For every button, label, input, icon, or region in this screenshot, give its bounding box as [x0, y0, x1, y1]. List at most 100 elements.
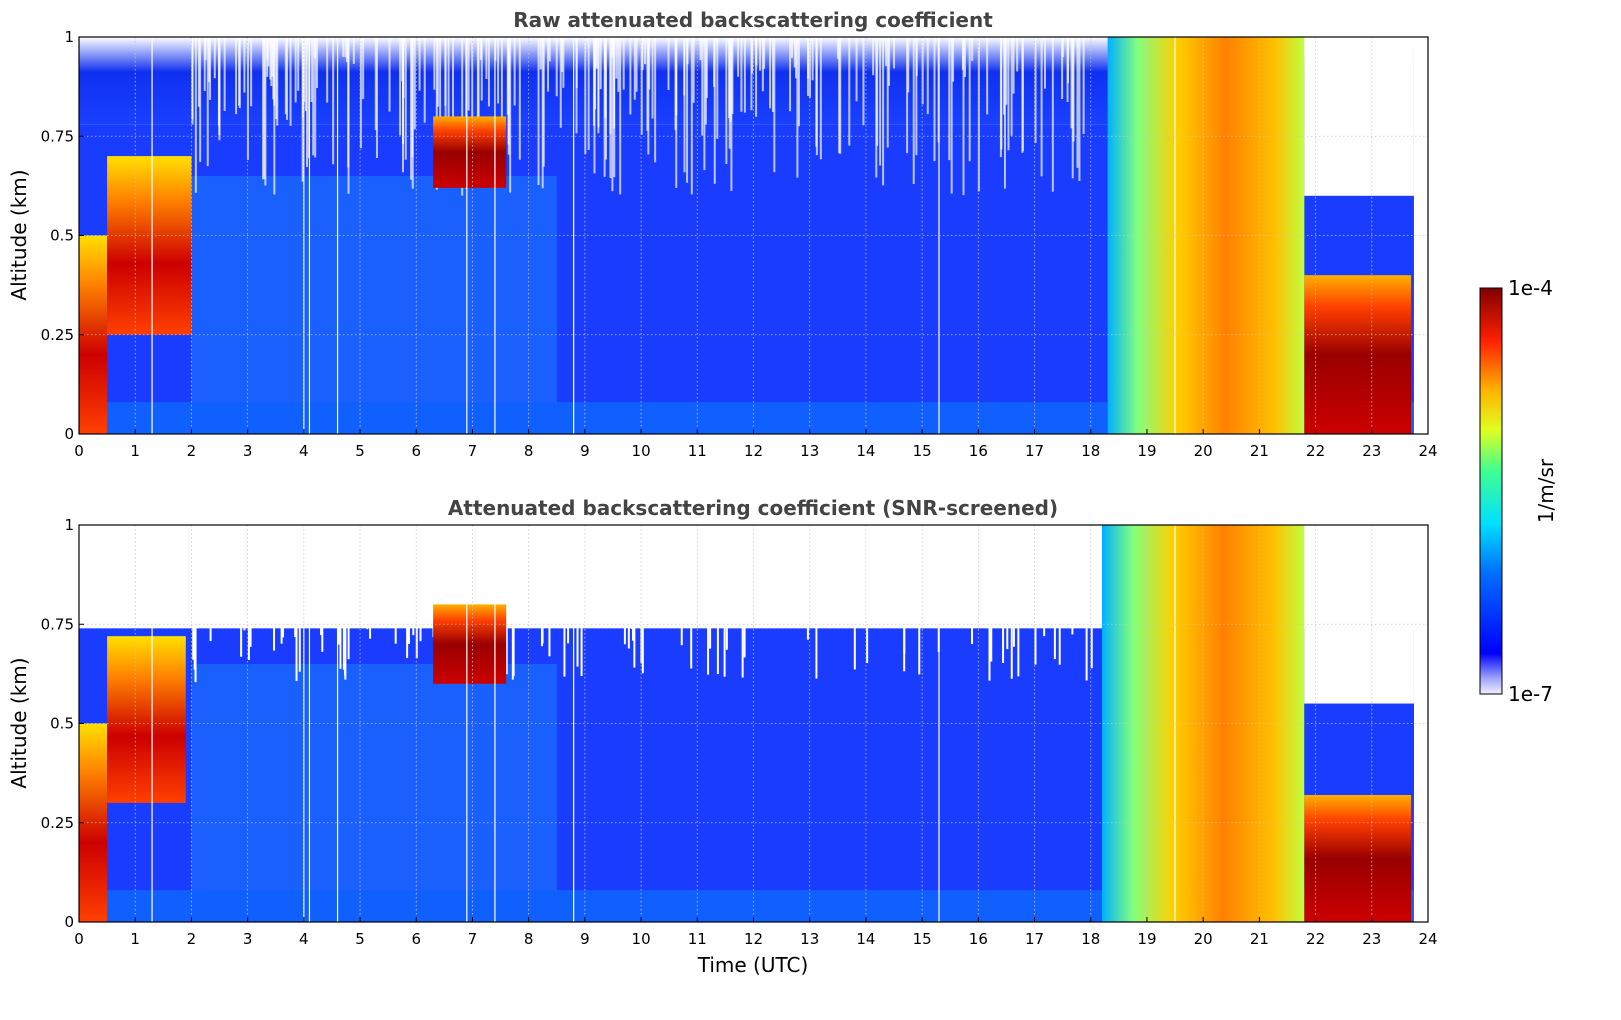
noise-column [261, 525, 264, 613]
noise-column [218, 37, 221, 136]
noise-column [834, 525, 837, 571]
noise-column [347, 37, 350, 168]
x-tick-label: 22 [1306, 442, 1325, 460]
noise-column [773, 37, 776, 173]
noise-column [675, 37, 678, 188]
signal-field [1304, 703, 1414, 795]
noise-column [579, 525, 582, 621]
noise-column [527, 525, 530, 563]
x-tick-label: 23 [1362, 930, 1381, 948]
noise-column [481, 525, 484, 586]
x-tick-label: 5 [355, 442, 365, 460]
noise-column [789, 37, 792, 112]
noise-column [320, 525, 323, 636]
x-tick-label: 2 [187, 930, 197, 948]
noise-column [707, 525, 710, 675]
noise-column [589, 525, 592, 599]
noise-column [731, 37, 734, 114]
noise-column [855, 525, 858, 571]
noise-column [337, 525, 340, 645]
noise-column [410, 37, 413, 180]
noise-column [855, 37, 858, 102]
noise-column [401, 37, 404, 82]
noise-column [1041, 525, 1044, 581]
noise-column [788, 525, 791, 619]
noise-column [1051, 37, 1054, 192]
noise-column [412, 525, 415, 636]
x-tick-label: 0 [74, 442, 84, 460]
noise-column [611, 37, 614, 58]
noise-column [576, 525, 579, 667]
panel-1-heatmap [79, 37, 1428, 434]
noise-column [1006, 525, 1009, 650]
noise-column [223, 37, 226, 111]
noise-column [525, 525, 528, 626]
noise-column [963, 525, 966, 597]
noise-column [635, 37, 638, 92]
noise-column [750, 37, 753, 111]
noise-column [280, 525, 283, 644]
noise-column [1021, 37, 1024, 153]
noise-column [873, 525, 876, 614]
noise-column [326, 37, 329, 103]
noise-column [1010, 525, 1013, 593]
noise-column [193, 525, 196, 670]
noise-column [690, 525, 693, 669]
x-tick-label: 16 [969, 930, 988, 948]
noise-column [593, 525, 596, 579]
y-tick-label: 0.25 [41, 326, 74, 344]
noise-column [584, 37, 587, 155]
noise-column [1067, 525, 1070, 566]
noise-column [971, 525, 974, 644]
noise-column [948, 37, 951, 161]
noise-column [267, 37, 270, 67]
noise-column [528, 525, 531, 614]
x-tick-label: 17 [1025, 442, 1044, 460]
noise-column [388, 37, 391, 112]
noise-column [487, 37, 490, 107]
noise-column [463, 525, 466, 553]
noise-column [848, 37, 851, 146]
noise-column [879, 37, 882, 166]
noise-column [654, 37, 657, 163]
noise-column [482, 525, 485, 636]
noise-column [461, 37, 464, 196]
noise-column [716, 37, 719, 139]
noise-column [709, 525, 712, 568]
noise-column [613, 37, 616, 178]
panel-2-heatmap [79, 525, 1428, 922]
noise-column [615, 37, 618, 79]
boundary-layer-region [191, 175, 557, 434]
noise-column [838, 37, 841, 154]
noise-column [433, 37, 436, 90]
noise-column [653, 525, 656, 614]
noise-column [988, 525, 991, 681]
noise-column [313, 37, 316, 59]
noise-column [761, 37, 764, 92]
noise-column [537, 37, 540, 186]
noise-column [740, 37, 743, 112]
noise-column [289, 525, 292, 609]
noise-column [424, 525, 427, 576]
colorbar: 1e-4 1e-7 1/m/sr [1479, 276, 1558, 706]
noise-column [597, 525, 600, 612]
noise-column [237, 525, 240, 593]
noise-column [548, 525, 551, 657]
noise-column [295, 525, 298, 682]
noise-column [815, 525, 818, 679]
noise-column [640, 37, 643, 135]
noise-column [284, 37, 287, 115]
noise-column [204, 37, 207, 61]
x-tick-label: 7 [468, 442, 478, 460]
noise-column [760, 525, 763, 579]
high-backscatter-layer [1304, 275, 1412, 434]
noise-column [555, 37, 558, 97]
noise-column [250, 525, 253, 621]
noise-column [413, 525, 416, 601]
noise-column [194, 37, 197, 193]
noise-column [540, 525, 543, 647]
noise-column [862, 37, 865, 126]
noise-column [415, 525, 418, 659]
noise-column [926, 37, 929, 115]
noise-column [953, 525, 956, 592]
